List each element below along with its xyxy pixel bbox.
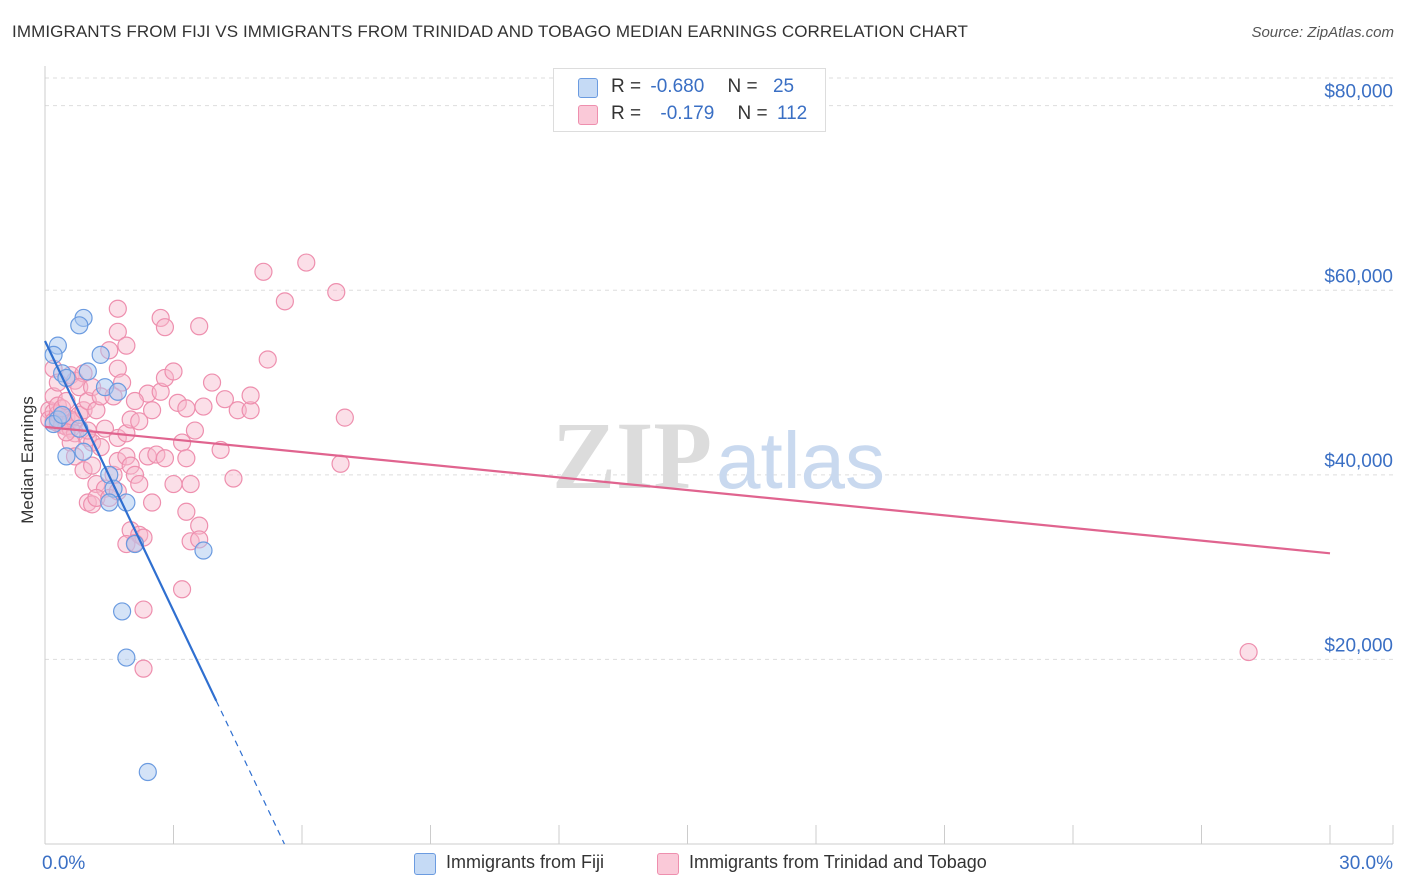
x-tick-label: 0.0% xyxy=(42,853,85,874)
tt-point xyxy=(185,421,205,440)
tt-point xyxy=(87,401,106,420)
fiji-point xyxy=(112,602,132,621)
tt-point xyxy=(83,456,102,475)
tt-r-value: -0.179 xyxy=(660,103,715,124)
bottom-fiji-swatch xyxy=(414,853,436,875)
tt-point xyxy=(228,401,247,420)
bottom-tt-swatch xyxy=(657,853,679,875)
tt-point xyxy=(164,362,183,381)
tt-point xyxy=(181,474,200,494)
tick-labels: $20,000 $40,000 $60,000 $80,000 0.0% 30.0% xyxy=(42,82,1393,874)
y-tick-label: $60,000 xyxy=(1324,266,1393,287)
fiji-point xyxy=(70,316,89,335)
tt-point xyxy=(130,412,149,431)
tt-point xyxy=(117,447,136,466)
fiji-point xyxy=(78,362,97,381)
tt-point xyxy=(211,440,230,460)
x-tick-label: 30.0% xyxy=(1339,853,1393,874)
tt-point xyxy=(297,253,316,272)
fiji-n-value: 25 xyxy=(772,76,795,97)
tt-point xyxy=(117,336,136,355)
tt-point xyxy=(74,461,93,480)
tt-point xyxy=(70,378,89,397)
fiji-n-label: N = xyxy=(727,76,758,97)
tt-point xyxy=(190,317,209,336)
y-tick-label: $40,000 xyxy=(1324,451,1393,472)
fiji-point xyxy=(91,345,110,364)
tt-point xyxy=(155,318,175,337)
tt-n-label: N = xyxy=(737,103,768,124)
fiji-r-label: R = xyxy=(611,76,642,97)
bottom-fiji-label: Immigrants from Fiji xyxy=(446,852,605,872)
bottom-tt-label: Immigrants from Trinidad and Tobago xyxy=(689,852,987,872)
tt-point xyxy=(155,449,175,468)
fiji-point xyxy=(117,493,136,512)
y-tick-label: $20,000 xyxy=(1324,635,1393,656)
fiji-trend-line xyxy=(44,340,218,702)
tt-point xyxy=(241,401,260,420)
tt-point xyxy=(142,493,162,512)
y-tick-label: $80,000 xyxy=(1324,82,1393,103)
fiji-point xyxy=(117,648,136,667)
fiji-point xyxy=(57,447,76,466)
tt-point xyxy=(254,262,273,281)
tt-point xyxy=(177,502,196,521)
trend-lines xyxy=(44,340,1331,845)
gridlines xyxy=(45,77,1393,660)
watermark-atlas: atlas xyxy=(716,416,885,505)
tt-point xyxy=(108,322,127,341)
fiji-r-value: -0.680 xyxy=(650,76,705,97)
fiji-point xyxy=(108,382,127,401)
chart-title: IMMIGRANTS FROM FIJI VS IMMIGRANTS FROM … xyxy=(12,22,969,41)
tt-point xyxy=(108,359,127,378)
tt-point xyxy=(130,474,149,494)
tt-point xyxy=(172,433,192,452)
tt-point xyxy=(125,391,145,411)
tt-point xyxy=(258,350,277,369)
axes xyxy=(44,66,1394,845)
tt-point xyxy=(125,465,145,484)
tt-r-label: R = xyxy=(611,103,642,124)
tt-point xyxy=(177,399,196,418)
fiji-trend-extension xyxy=(215,700,285,845)
tt-point xyxy=(190,516,209,535)
tt-point xyxy=(335,408,354,427)
tt-point xyxy=(121,456,140,475)
tt-point xyxy=(327,283,346,302)
tt-point xyxy=(151,308,170,328)
tt-point xyxy=(241,386,260,405)
tt-point xyxy=(134,600,153,619)
tt-point xyxy=(151,382,170,401)
fiji-point xyxy=(194,541,213,560)
fiji-point xyxy=(100,493,119,512)
tt-trend-line xyxy=(44,425,1331,555)
correlation-legend: R = -0.680 N = 25 R = -0.179 N = 112 xyxy=(553,68,826,132)
tt-point xyxy=(331,454,350,473)
tt-point xyxy=(275,292,294,311)
fiji-point xyxy=(74,442,93,461)
tt-point xyxy=(108,299,127,318)
tt-point xyxy=(87,474,106,494)
tt-point xyxy=(134,659,153,678)
tt-n-value: 112 xyxy=(776,103,808,124)
tt-swatch xyxy=(578,105,598,125)
tt-point xyxy=(194,397,213,416)
fiji-point xyxy=(138,762,157,782)
tt-point xyxy=(172,580,192,599)
watermark-zip: ZIP xyxy=(552,402,712,509)
tt-point xyxy=(177,449,196,468)
fiji-swatch xyxy=(578,78,598,98)
source-label: Source: ZipAtlas.com xyxy=(1251,24,1394,41)
tt-point xyxy=(224,469,243,488)
watermark: ZIP atlas xyxy=(552,402,885,509)
tt-point xyxy=(202,373,222,392)
fiji-point xyxy=(53,405,72,424)
tt-point xyxy=(1239,642,1258,662)
tt-point xyxy=(164,474,183,494)
tt-point xyxy=(215,390,234,409)
tt-point xyxy=(142,401,162,420)
